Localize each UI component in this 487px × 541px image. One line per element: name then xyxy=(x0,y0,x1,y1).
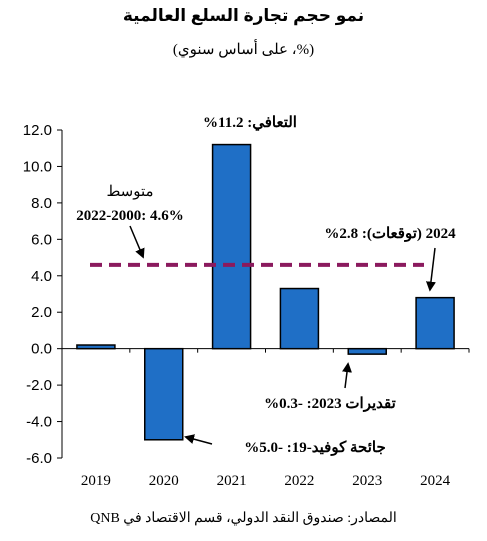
average-label-line1: متوسط xyxy=(106,184,153,200)
y-tick-label: 8.0 xyxy=(31,195,52,212)
x-category-label: 2020 xyxy=(149,473,179,489)
bar-2022 xyxy=(279,287,320,350)
x-category-label: 2022 xyxy=(284,473,314,489)
y-tick-label: 10.0 xyxy=(23,158,52,175)
y-tick-label: -2.0 xyxy=(26,377,52,394)
bar-2023 xyxy=(347,347,387,355)
source-note: المصادر: صندوق النقد الدولي، قسم الاقتصا… xyxy=(90,511,397,526)
average-label-line2: 2022-2000: 4.6% xyxy=(76,208,184,224)
bar-2020 xyxy=(144,347,184,441)
x-category-label: 2023 xyxy=(352,473,382,489)
y-tick-label: 4.0 xyxy=(31,268,52,285)
x-category-label: 2024 xyxy=(420,473,451,489)
arrow-2024 xyxy=(425,247,436,292)
annotation-2024: 2024 (توقعات): 2.8% xyxy=(324,226,456,242)
y-tick-label: 12.0 xyxy=(23,122,52,139)
x-category-label: 2021 xyxy=(217,473,247,489)
average-arrow xyxy=(129,225,145,259)
chart-title: نمو حجم تجارة السلع العالمية xyxy=(122,6,365,25)
y-tick-label: -4.0 xyxy=(26,414,52,431)
annotation-2023: تقديرات 2023: -0.3% xyxy=(264,396,396,412)
y-tick-label: 0.0 xyxy=(31,341,52,358)
y-tick-label: -6.0 xyxy=(26,450,52,467)
y-tick-label: 6.0 xyxy=(31,231,52,248)
arrow-2020 xyxy=(184,434,213,445)
y-tick-label: 2.0 xyxy=(31,304,52,321)
arrow-2023 xyxy=(342,362,352,389)
annotation-2021: التعافي: 11.2% xyxy=(203,115,297,132)
x-category-label: 2019 xyxy=(81,473,111,489)
chart-subtitle: (%، على أساس سنوي) xyxy=(172,42,315,58)
bar-2021 xyxy=(211,143,252,350)
annotation-2020: جائحة كوفيد-19: -5.0% xyxy=(244,440,385,456)
bar-2024 xyxy=(415,296,455,350)
bar-2019 xyxy=(76,344,116,350)
